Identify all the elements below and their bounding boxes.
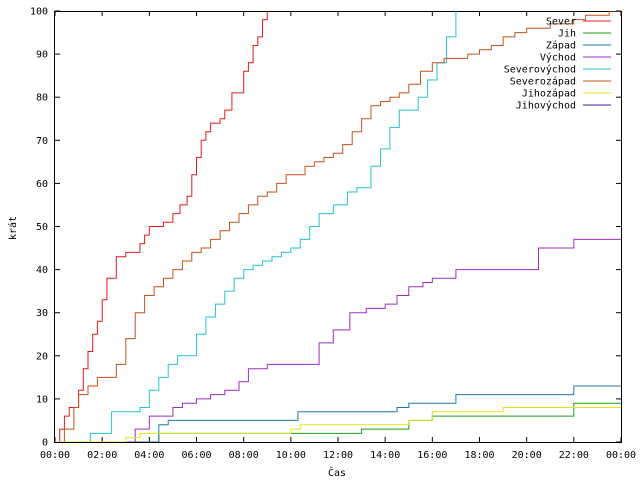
legend-label: Jih <box>558 29 576 40</box>
y-tick-label: 20 <box>36 351 48 362</box>
legend-label: Jihovýchod <box>516 100 576 112</box>
x-tick-label: 08:00 <box>229 450 259 461</box>
y-tick-label: 10 <box>36 394 48 405</box>
x-tick-label: 00:00 <box>606 450 636 461</box>
legend-label: Sever <box>546 17 576 28</box>
x-tick-label: 12:00 <box>323 450 353 461</box>
legend: SeverJihZápadVýchodSeverovýchodSeverozáp… <box>504 17 611 112</box>
y-tick-label: 0 <box>42 438 48 449</box>
series-line <box>55 11 268 442</box>
series-line <box>55 238 621 442</box>
x-tick-label: 22:00 <box>559 450 589 461</box>
y-tick-label: 90 <box>36 50 48 61</box>
legend-label: Severovýchod <box>504 64 576 76</box>
legend-label: Jihozápad <box>522 88 576 100</box>
x-tick-label: 16:00 <box>417 450 447 461</box>
x-tick-label: 14:00 <box>370 450 400 461</box>
y-tick-label: 70 <box>36 136 48 147</box>
legend-label: Západ <box>546 40 576 52</box>
x-tick-label: 06:00 <box>181 450 211 461</box>
x-axis-label: Čas <box>328 466 346 479</box>
y-tick-label: 80 <box>36 93 48 104</box>
y-tick-label: 40 <box>36 265 48 276</box>
y-axis: 0 10 20 30 40 50 60 70 80 90 100 <box>30 7 621 449</box>
series-line <box>55 11 457 442</box>
x-tick-label: 20:00 <box>512 450 542 461</box>
y-axis-label: krát <box>7 216 19 240</box>
series-line <box>55 385 621 442</box>
x-tick-label: 02:00 <box>87 450 117 461</box>
legend-label: Východ <box>540 52 576 64</box>
x-tick-label: 18:00 <box>464 450 494 461</box>
series-layer <box>55 11 621 442</box>
x-axis: 00:00 02:00 04:00 06:00 08:00 10:00 12:00 14:00… <box>40 11 636 461</box>
y-tick-label: 50 <box>36 222 48 233</box>
series-line <box>55 11 621 442</box>
x-tick-label: 04:00 <box>134 450 164 461</box>
y-tick-label: 30 <box>36 308 48 319</box>
x-tick-label: 00:00 <box>40 450 70 461</box>
x-tick-label: 10:00 <box>276 450 306 461</box>
y-tick-label: 60 <box>36 179 48 190</box>
series-line <box>55 407 621 442</box>
legend-label: Severozápad <box>510 76 576 88</box>
y-tick-label: 100 <box>30 7 48 18</box>
